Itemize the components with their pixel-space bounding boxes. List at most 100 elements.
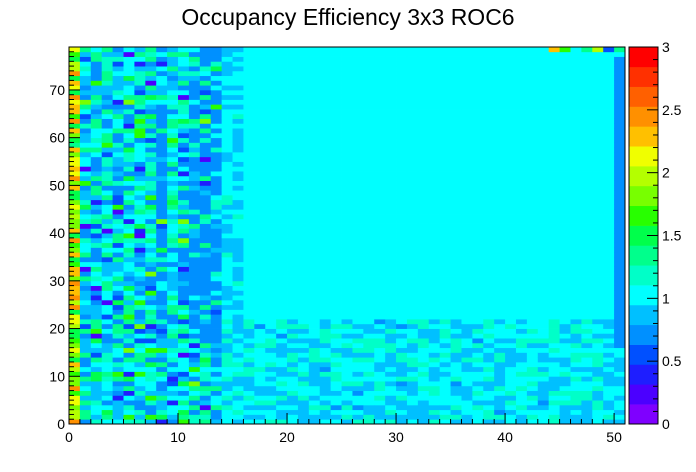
heatmap-cell xyxy=(603,199,615,205)
heatmap-cell xyxy=(265,171,277,177)
heatmap-cell xyxy=(505,409,517,415)
heatmap-cell xyxy=(90,381,103,387)
heatmap-cell xyxy=(145,209,157,215)
heatmap-cell xyxy=(254,80,266,86)
heatmap-cell xyxy=(276,290,288,296)
heatmap-cell xyxy=(79,328,92,334)
heatmap-cell xyxy=(167,80,179,86)
chart-title: Occupancy Efficiency 3x3 ROC6 xyxy=(181,4,515,30)
heatmap-cell xyxy=(178,409,190,415)
heatmap-cell xyxy=(134,123,146,129)
heatmap-cell xyxy=(505,142,517,148)
heatmap-cell xyxy=(472,151,484,158)
heatmap-cell xyxy=(178,199,190,205)
heatmap-cell xyxy=(79,233,92,239)
heatmap-cell xyxy=(287,276,299,282)
heatmap-cell xyxy=(69,132,81,139)
heatmap-cell xyxy=(297,70,310,77)
heatmap-cell xyxy=(526,342,539,349)
heatmap-cell xyxy=(472,252,484,258)
heatmap-cell xyxy=(232,352,244,358)
heatmap-cell xyxy=(494,295,506,301)
heatmap-cell xyxy=(112,333,124,339)
heatmap-cell xyxy=(254,47,266,53)
heatmap-cell xyxy=(515,233,528,239)
heatmap-cell xyxy=(614,400,626,406)
heatmap-cell xyxy=(254,280,266,287)
heatmap-cell xyxy=(297,419,310,425)
heatmap-cell xyxy=(428,328,441,334)
heatmap-cell xyxy=(341,309,353,315)
heatmap-cell xyxy=(134,161,146,167)
heatmap-cell xyxy=(276,47,288,53)
heatmap-cell xyxy=(69,194,81,201)
heatmap-cell xyxy=(243,309,255,315)
heatmap-cell xyxy=(515,80,528,86)
heatmap-cell xyxy=(374,214,386,220)
heatmap-cell xyxy=(515,361,528,368)
heatmap-cell xyxy=(287,70,299,77)
heatmap-cell xyxy=(428,151,441,158)
heatmap-cell xyxy=(319,314,332,320)
heatmap-cell xyxy=(243,94,255,100)
heatmap-cell xyxy=(494,132,506,139)
heatmap-cell xyxy=(472,266,484,272)
heatmap-cell xyxy=(461,357,473,363)
heatmap-cell xyxy=(210,366,223,372)
heatmap-cell xyxy=(570,328,582,334)
heatmap-cell xyxy=(243,99,255,105)
heatmap-cell xyxy=(156,171,168,177)
heatmap-cell xyxy=(352,414,364,420)
heatmap-cell xyxy=(210,252,223,258)
heatmap-cell xyxy=(210,171,223,177)
heatmap-cell xyxy=(352,142,364,148)
heatmap-cell xyxy=(406,342,419,349)
heatmap-cell xyxy=(167,109,179,115)
heatmap-cell xyxy=(79,123,92,129)
heatmap-cell xyxy=(592,323,604,329)
heatmap-cell xyxy=(603,118,615,124)
heatmap-cell xyxy=(210,166,223,172)
heatmap-cell xyxy=(167,137,179,143)
heatmap-cell xyxy=(330,56,342,62)
heatmap-cell xyxy=(406,361,419,368)
heatmap-cell xyxy=(79,314,92,320)
heatmap-cell xyxy=(385,123,397,129)
heatmap-cell xyxy=(505,247,517,253)
heatmap-cell xyxy=(515,409,528,415)
heatmap-cell xyxy=(330,99,342,105)
heatmap-cell xyxy=(603,228,615,234)
heatmap-cell xyxy=(101,242,114,248)
heatmap-cell xyxy=(243,252,255,258)
heatmap-cell xyxy=(505,66,517,72)
heatmap-cell xyxy=(69,89,81,96)
heatmap-cell xyxy=(297,118,310,124)
heatmap-cell xyxy=(385,175,397,182)
heatmap-cell xyxy=(308,347,321,353)
heatmap-cell xyxy=(112,376,124,382)
heatmap-cell xyxy=(352,376,364,382)
colorbar-segment xyxy=(629,185,658,207)
heatmap-cell xyxy=(603,137,615,143)
heatmap-cell xyxy=(232,85,244,91)
heatmap-cell xyxy=(101,381,114,387)
heatmap-cell xyxy=(156,223,168,229)
heatmap-cell xyxy=(592,89,604,96)
heatmap-cell xyxy=(134,47,146,53)
heatmap-cell xyxy=(297,113,310,119)
heatmap-cell xyxy=(90,419,103,425)
heatmap-cell xyxy=(90,247,103,253)
y-tick-label: 0 xyxy=(57,416,65,432)
heatmap-cell xyxy=(319,404,332,411)
heatmap-cell xyxy=(101,151,114,158)
heatmap-cell xyxy=(243,61,255,67)
heatmap-cell xyxy=(396,414,408,420)
heatmap-cell xyxy=(199,414,212,420)
heatmap-cell xyxy=(319,233,332,239)
heatmap-cell xyxy=(428,295,441,301)
heatmap-cell xyxy=(396,80,408,86)
heatmap-cell xyxy=(570,285,582,291)
heatmap-cell xyxy=(537,299,550,306)
heatmap-cell xyxy=(439,109,451,115)
heatmap-cell xyxy=(439,118,451,124)
